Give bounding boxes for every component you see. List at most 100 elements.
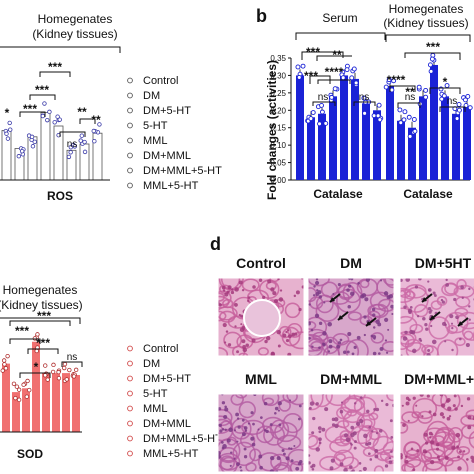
chart-b-point [317,121,322,127]
nucleus-dot [237,425,241,429]
tubule-shape [400,307,414,324]
nucleus-dot [369,458,373,461]
chart-b-point [429,56,435,62]
chart-b-y-label: Fold changes (activities) [265,60,279,200]
nucleus-dot [315,402,319,406]
nucleus-dot [351,352,355,356]
nucleus-dot [298,307,302,312]
nucleus-dot [225,330,229,333]
legend-top: Control DM DM+5-HT 5-HT MML DM+MML DM+MML+5-HT… [127,75,222,192]
tubule-shape [413,303,429,318]
nucleus-dot [409,305,413,309]
nucleus-dot [414,285,419,289]
nucleus-dot [317,426,322,430]
nucleus-dot [332,293,335,296]
ros-point [91,128,96,134]
histology-image [218,278,304,356]
nucleus-dot [467,415,472,420]
tubule-shape [456,311,474,330]
nucleus-dot [218,423,222,427]
ros-point [79,133,85,138]
nucleus-dot [346,350,350,354]
chart-b-y-tick-label: 0.35 [270,54,286,63]
tubule-shape [441,282,459,297]
legend-label: MML+5-HT [143,180,199,192]
nucleus-dot [371,307,376,312]
nucleus-dot [315,280,320,286]
legend-label: DM+MML+5-HT [143,165,222,177]
tubule-shape [401,462,415,472]
nucleus-dot [258,278,263,283]
nucleus-dot [224,292,229,297]
chart-b-y-ticks: 0.00 0.05 0.10 0.15 0.20 0.25 0.30 0.35 [270,54,291,185]
sod-sig-bracket [9,320,71,326]
ros-sig-label: ** [91,113,101,127]
chart-b-bar [296,75,304,180]
legend-marker [127,182,133,189]
nucleus-dot [391,313,394,316]
nucleus-dot [370,334,374,338]
nucleus-dot [428,410,432,414]
nucleus-dot [421,415,424,418]
arrowhead-icon [330,297,335,302]
sod-point [50,369,56,375]
nucleus-dot [460,285,464,290]
nucleus-dot [428,289,431,292]
chart-b-group1-label: Serum [322,11,357,25]
panel-sod: Homegenates (Kidney tissues) *** *** ***… [0,283,83,461]
tubule-shape [257,452,282,472]
tubule-shape [381,341,394,353]
sod-x-label: SOD [17,447,43,461]
nucleus-dot [375,432,379,435]
nucleus-dot [276,456,281,461]
chart-b-point [423,94,429,100]
sod-group-label-line1: Homegenates [3,283,78,297]
nucleus-dot [465,343,470,348]
tubule-shape [468,431,474,449]
nucleus-dot [431,339,437,345]
chart-b-sig-label: ns [447,96,458,107]
nucleus-dot [259,465,263,470]
nucleus-dot [455,432,461,438]
chart-b-point [386,77,392,83]
nucleus-dot [402,423,406,427]
nucleus-dot [444,323,447,326]
nucleus-dot [218,454,221,459]
chart-b-y-tick-label: 0.20 [270,106,286,115]
nucleus-dot [241,326,246,330]
nucleus-dot [243,447,247,451]
chart-b-x-label-serum: Catalase [313,187,363,201]
nucleus-dot [244,429,248,432]
ros-point [92,139,97,144]
nucleus-dot [346,288,350,292]
nucleus-dot [223,414,228,420]
nucleus-dot [415,404,418,407]
nucleus-dot [322,331,327,336]
nucleus-dot [442,415,445,419]
tubule-shape [400,287,415,303]
tubule-shape [263,424,286,446]
nucleus-dot [359,396,363,399]
tubule-shape [456,279,467,290]
arrowhead-icon [422,297,427,302]
chart-b-point [407,133,413,139]
tubule-shape [377,298,394,312]
legend-marker [127,137,133,144]
nucleus-dot [361,293,367,298]
sod-bars [0,332,80,432]
nucleus-dot [446,416,451,421]
arrowhead-icon [366,321,371,326]
tubule-shape [359,279,370,289]
sod-point [21,382,26,387]
tubule-shape [218,306,238,321]
tubule-shape [274,462,292,472]
nucleus-dot [444,455,449,460]
nucleus-dot [311,463,316,468]
tubule-shape [308,337,329,356]
tubule-shape [270,419,290,440]
nucleus-dot [241,432,246,437]
nucleus-dot [308,454,311,457]
chart-b-point [456,107,462,113]
nucleus-dot [388,460,393,464]
nucleus-dot [314,313,320,318]
